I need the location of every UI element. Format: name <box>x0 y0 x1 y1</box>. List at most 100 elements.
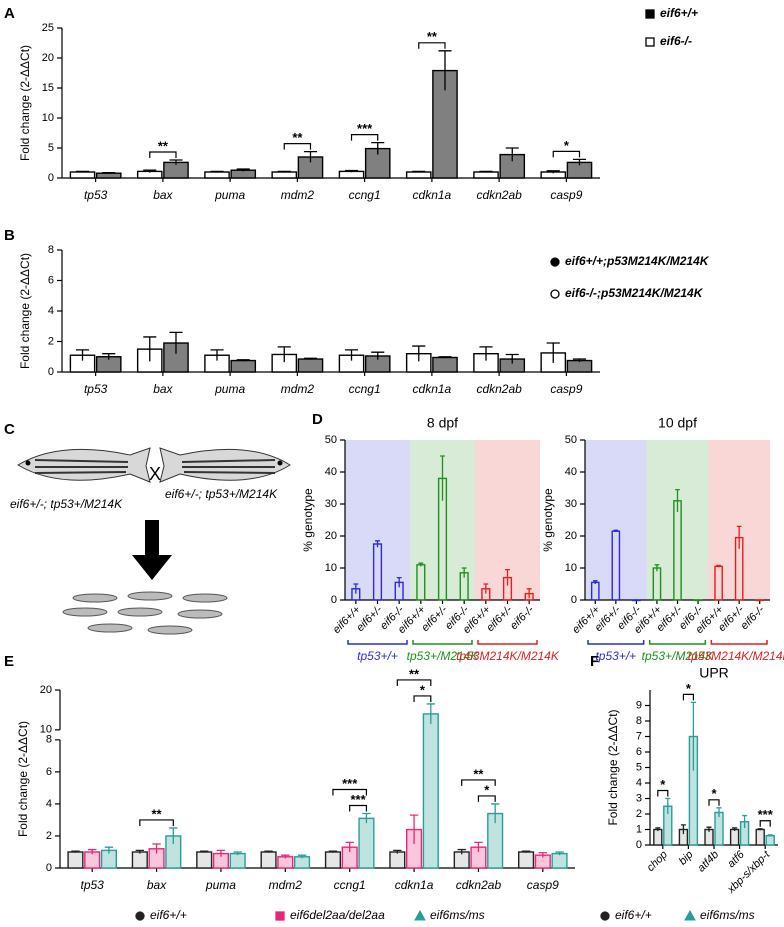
group-label: tp53+/M214K <box>642 649 715 663</box>
group-band <box>646 440 709 600</box>
y-tick-label: 6 <box>636 746 642 758</box>
group-label: tp53+/+ <box>595 649 636 663</box>
error-bar <box>303 357 318 360</box>
y-tick-label: 30 <box>565 498 577 510</box>
error-bar <box>505 353 519 364</box>
significance-bracket <box>477 795 496 802</box>
bar <box>95 172 122 179</box>
bar <box>755 828 765 846</box>
bar <box>204 171 230 179</box>
error-bar <box>210 349 224 361</box>
y-tick-label: 25 <box>42 22 54 34</box>
error-bar <box>233 851 242 856</box>
fish-right <box>159 447 291 483</box>
group-band <box>708 440 770 600</box>
error-bar <box>690 701 696 771</box>
x-tick-label: eif6+/- <box>354 603 385 634</box>
error-bar <box>680 824 686 835</box>
y-axis-label: % genotype <box>301 488 315 552</box>
x-tick-label: tp53 <box>81 878 105 892</box>
bar <box>566 359 593 373</box>
error-bar <box>277 170 291 173</box>
bar <box>729 828 740 846</box>
y-tick-label: 15 <box>42 82 54 94</box>
error-bar <box>344 169 359 173</box>
x-tick-label: eif6+/- <box>419 603 450 634</box>
significance-bracket <box>708 799 720 806</box>
y-tick-label: 9 <box>636 699 642 711</box>
significance-bracket <box>413 695 432 702</box>
error-bar <box>538 852 547 858</box>
group-label: tp53M214K/M214K <box>688 649 784 663</box>
error-bar <box>457 848 466 855</box>
x-tick-label: eif6+/- <box>484 603 515 634</box>
x-tick-label: casp9 <box>550 382 582 396</box>
error-bar <box>353 583 359 594</box>
legend-label: eif6+/+ <box>660 6 698 20</box>
significance-label: ** <box>152 806 163 821</box>
error-bar <box>393 849 402 854</box>
error-bar <box>396 576 402 588</box>
significance-bracket <box>461 779 496 786</box>
legend-label: eif6-/-;p53M214K/M214K <box>565 286 704 300</box>
x-tick-label: puma <box>214 382 245 396</box>
error-bar <box>613 529 619 533</box>
error-bar <box>102 353 116 360</box>
arrow <box>132 520 172 580</box>
error-bar <box>505 568 510 586</box>
x-tick-label: cdkn1a <box>413 382 452 396</box>
error-bar <box>572 358 587 363</box>
error-bar <box>362 812 371 824</box>
panel-label: C <box>4 421 15 438</box>
error-bar <box>88 848 97 855</box>
error-bar <box>216 849 226 857</box>
significance-label: *** <box>357 121 373 136</box>
error-bar <box>169 159 183 165</box>
significance-label: * <box>660 777 666 792</box>
error-bar <box>654 564 660 572</box>
error-bar <box>71 850 80 853</box>
x-tick-label: cdkn2ab <box>476 382 522 396</box>
y-tick-label: 0 <box>571 594 577 606</box>
error-bar <box>479 170 493 173</box>
error-bar <box>479 346 493 361</box>
parent-label: eif6+/-; tp53+/M214K <box>165 487 278 501</box>
x-tick-label: ccng1 <box>334 878 366 892</box>
y-tick-label: 6 <box>48 274 54 286</box>
legend-label: eif6+/+ <box>615 908 652 922</box>
legend-label: eif6ms/ms <box>430 908 485 922</box>
y-tick-label: 10 <box>325 562 337 574</box>
x-tick-label: puma <box>205 878 236 892</box>
error-bar <box>328 850 338 853</box>
significance-label: * <box>711 786 717 801</box>
y-tick-label: 20 <box>565 530 577 542</box>
legend-marker <box>645 9 655 19</box>
legend-marker <box>600 911 610 921</box>
y-tick-label: 8 <box>46 734 52 746</box>
legend-label: eif6-/- <box>660 34 692 48</box>
chart-title: 10 dpf <box>658 415 697 431</box>
bar <box>338 170 365 179</box>
bar <box>69 171 96 179</box>
error-bar <box>169 827 178 844</box>
panel-label: A <box>4 5 15 22</box>
legend-label: eif6+/+ <box>150 908 187 922</box>
error-bar <box>297 854 307 859</box>
significance-label: * <box>484 782 490 797</box>
bar <box>714 811 724 846</box>
y-axis-label: Fold change (2-ΔΔCt) <box>606 709 620 825</box>
x-tick-label: atf6 <box>725 848 747 870</box>
bar <box>260 851 277 869</box>
error-bar <box>169 331 183 354</box>
panel-label: D <box>312 411 323 428</box>
y-tick-label: 1 <box>636 823 642 835</box>
error-bar <box>412 345 426 362</box>
y-tick-label: 6 <box>46 766 52 778</box>
significance-bracket <box>682 693 694 701</box>
bar <box>67 851 84 869</box>
error-bar <box>75 170 90 173</box>
y-tick-label: 7 <box>636 730 642 742</box>
legend-marker <box>550 289 560 299</box>
error-bar <box>152 843 161 854</box>
y-tick-label: 8 <box>636 715 642 727</box>
